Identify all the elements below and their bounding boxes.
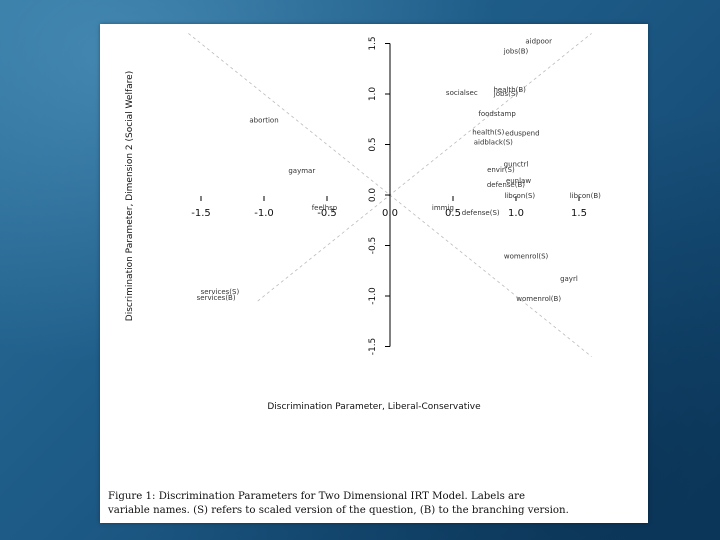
point-label: eduspend bbox=[505, 129, 539, 137]
y-tick-label: -1.0 bbox=[368, 287, 378, 305]
x-tick-label: -1.0 bbox=[254, 208, 274, 219]
point-label: aidblack(S) bbox=[474, 139, 513, 147]
point-label: womenrol(S) bbox=[504, 253, 549, 261]
point-label: aidpoor bbox=[525, 38, 552, 46]
point-label: health(S) bbox=[472, 128, 504, 136]
point-label: gunctrl bbox=[504, 161, 529, 169]
point-label: womenrol(B) bbox=[516, 295, 561, 303]
point-label: health(B) bbox=[493, 86, 526, 94]
x-tick-label: 0.5 bbox=[445, 208, 461, 219]
caption-line-1: Figure 1: Discrimination Parameters for … bbox=[108, 491, 526, 502]
reference-line-positive bbox=[257, 33, 592, 302]
point-label: jobs(B) bbox=[503, 48, 529, 56]
y-tick-label: 0.5 bbox=[368, 137, 378, 151]
x-tick-label: -1.5 bbox=[191, 208, 211, 219]
y-tick-label: 1.0 bbox=[368, 87, 378, 102]
y-tick-label: -1.5 bbox=[368, 338, 378, 356]
point-label: socialsec bbox=[446, 89, 478, 97]
point-label: jobs(S) bbox=[493, 90, 518, 98]
point-label: gaymar bbox=[288, 167, 315, 175]
point-label: services(S) bbox=[201, 288, 240, 296]
caption-line-2: variable names. (S) refers to scaled ver… bbox=[108, 505, 569, 516]
figure-caption: Figure 1: Discrimination Parameters for … bbox=[108, 490, 644, 518]
point-label: foodstamp bbox=[478, 110, 516, 118]
point-label: gayrl bbox=[560, 275, 578, 283]
point-label: eunlaw bbox=[506, 177, 531, 185]
point-label: feelhsp bbox=[312, 204, 338, 212]
point-label: defense(S) bbox=[462, 209, 500, 217]
point-label: immig bbox=[432, 204, 454, 212]
point-label: libcon(B) bbox=[570, 192, 601, 200]
point-label: defense(B) bbox=[487, 181, 525, 189]
point-label: libcon(S) bbox=[504, 192, 535, 200]
y-tick-label: -0.5 bbox=[368, 237, 378, 255]
x-tick-label: 1.0 bbox=[508, 208, 524, 219]
x-tick-label: 1.5 bbox=[571, 208, 587, 219]
point-label: abortion bbox=[249, 116, 278, 124]
y-tick-label: 0.0 bbox=[368, 188, 378, 203]
paper-page: -1.5 -1.0 -0.5 0.0 0.5 1.0 1.5 -1.5 -1.0 -0.5 0.0 0… bbox=[100, 24, 648, 523]
point-label: envir(S) bbox=[487, 166, 515, 174]
y-tick-label: 1.5 bbox=[368, 36, 378, 50]
x-tick-label: -0.5 bbox=[317, 208, 337, 219]
y-axis-title: Discrimination Parameter, Dimension 2 (S… bbox=[125, 71, 135, 321]
point-label: services(B) bbox=[197, 294, 236, 302]
irt-scatter-plot: -1.5 -1.0 -0.5 0.0 0.5 1.0 1.5-1.5-1.0-0.50.00… bbox=[125, 33, 601, 412]
x-axis-title: Discrimination Parameter, Liberal-Conser… bbox=[267, 402, 481, 412]
